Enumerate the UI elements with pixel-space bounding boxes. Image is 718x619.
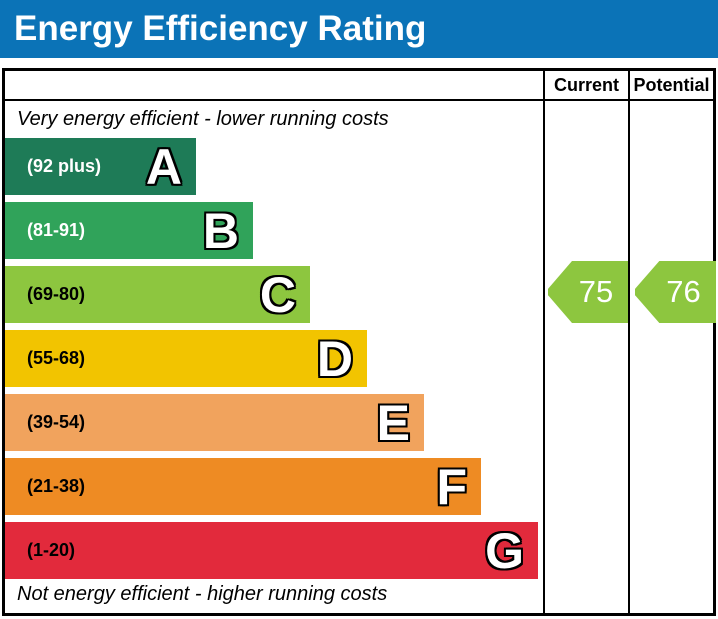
page-title: Energy Efficiency Rating bbox=[14, 9, 427, 48]
band-row-g: (1-20) G bbox=[5, 522, 538, 579]
potential-column-header: Potential bbox=[633, 74, 710, 95]
band-range-label: (92 plus) bbox=[27, 156, 102, 176]
band-letter: B bbox=[202, 202, 239, 259]
current-rating-arrow: 75 bbox=[548, 261, 628, 323]
column-divider-current bbox=[543, 71, 545, 613]
band-letter: C bbox=[259, 266, 296, 323]
band-letter: F bbox=[436, 458, 467, 515]
band-row-e: (39-54) E bbox=[5, 394, 424, 451]
band-range-label: (69-80) bbox=[27, 284, 86, 304]
band-letter: D bbox=[316, 330, 353, 387]
band-row-c: (69-80) C bbox=[5, 266, 310, 323]
band-range-label: (55-68) bbox=[27, 348, 86, 368]
title-bar: Energy Efficiency Rating bbox=[0, 0, 718, 58]
band-row-b: (81-91) B bbox=[5, 202, 253, 259]
band-range-label: (39-54) bbox=[27, 412, 86, 432]
band-letter: E bbox=[376, 394, 410, 451]
band-row-d: (55-68) D bbox=[5, 330, 367, 387]
band-row-f: (21-38) F bbox=[5, 458, 481, 515]
column-divider-potential bbox=[628, 71, 630, 613]
epc-rating-chart: Current Potential Very energy efficient … bbox=[2, 68, 716, 616]
current-rating-value: 75 bbox=[578, 274, 614, 309]
potential-rating-arrow: 76 bbox=[635, 261, 716, 323]
caption-not-efficient: Not energy efficient - higher running co… bbox=[17, 583, 388, 605]
potential-rating-value: 76 bbox=[666, 274, 701, 309]
current-column-header: Current bbox=[553, 74, 619, 95]
band-letter: G bbox=[485, 522, 524, 579]
header-separator bbox=[5, 99, 713, 101]
band-row-a: (92 plus) A bbox=[5, 138, 196, 195]
caption-very-efficient: Very energy efficient - lower running co… bbox=[17, 108, 389, 130]
band-letter: A bbox=[145, 138, 182, 195]
band-range-label: (1-20) bbox=[27, 540, 76, 560]
band-range-label: (21-38) bbox=[27, 476, 86, 496]
band-range-label: (81-91) bbox=[27, 220, 86, 240]
